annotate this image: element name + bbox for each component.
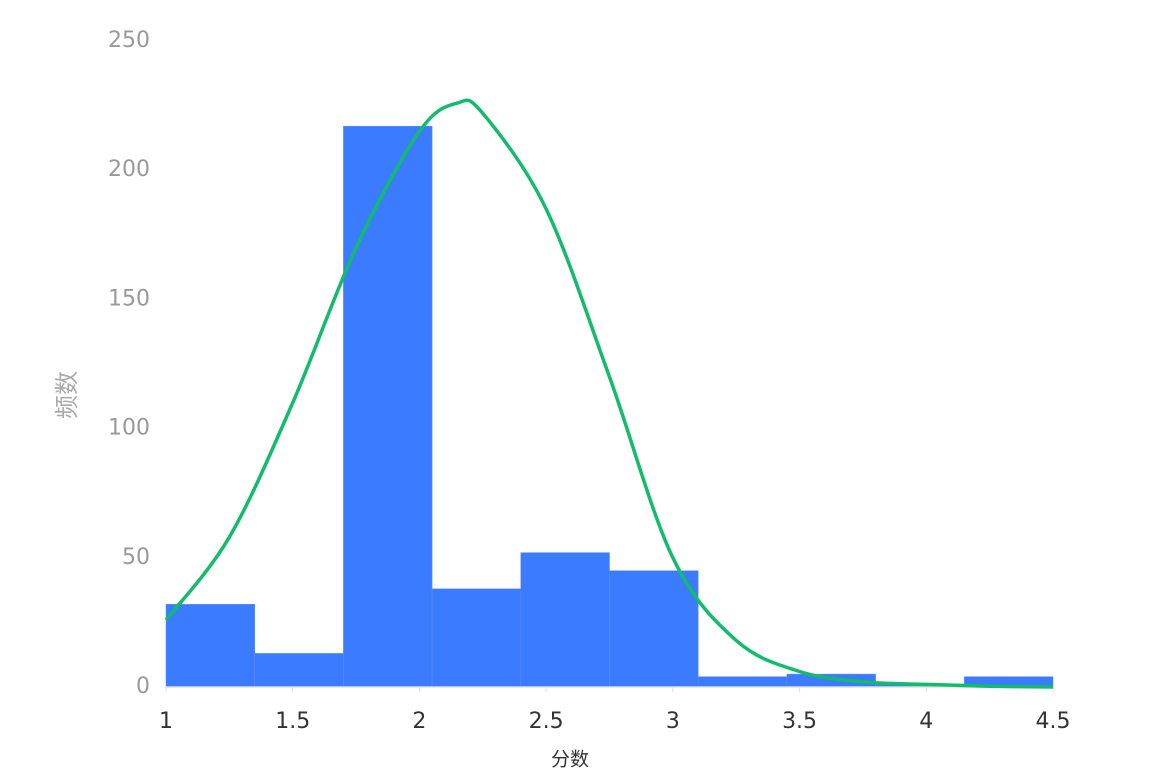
y-tick-label: 100: [108, 416, 150, 441]
x-tick-label: 4.5: [1036, 709, 1071, 734]
x-tick-label: 3: [666, 709, 680, 734]
y-tick-label: 50: [122, 545, 150, 570]
bar: [165, 604, 255, 688]
y-axis-title: 频数: [53, 371, 81, 419]
x-tick-label: 1: [159, 709, 173, 734]
bar: [254, 653, 344, 688]
y-tick-label: 0: [136, 674, 150, 699]
x-axis-title: 分数: [551, 749, 589, 771]
y-tick-label: 150: [108, 286, 150, 311]
y-tick-label: 200: [108, 157, 150, 182]
x-tick-label: 2.5: [529, 709, 564, 734]
bar: [609, 570, 699, 688]
x-tick-label: 2: [412, 709, 426, 734]
bar: [697, 676, 788, 688]
x-tick-label: 3.5: [782, 709, 817, 734]
density-curve: [164, 98, 1054, 689]
x-tick-label: 4: [919, 709, 933, 734]
bar: [343, 126, 433, 688]
bar: [431, 588, 522, 688]
bar: [520, 552, 610, 688]
y-tick-label: 250: [108, 28, 150, 53]
x-tick-label: 1.5: [275, 709, 310, 734]
